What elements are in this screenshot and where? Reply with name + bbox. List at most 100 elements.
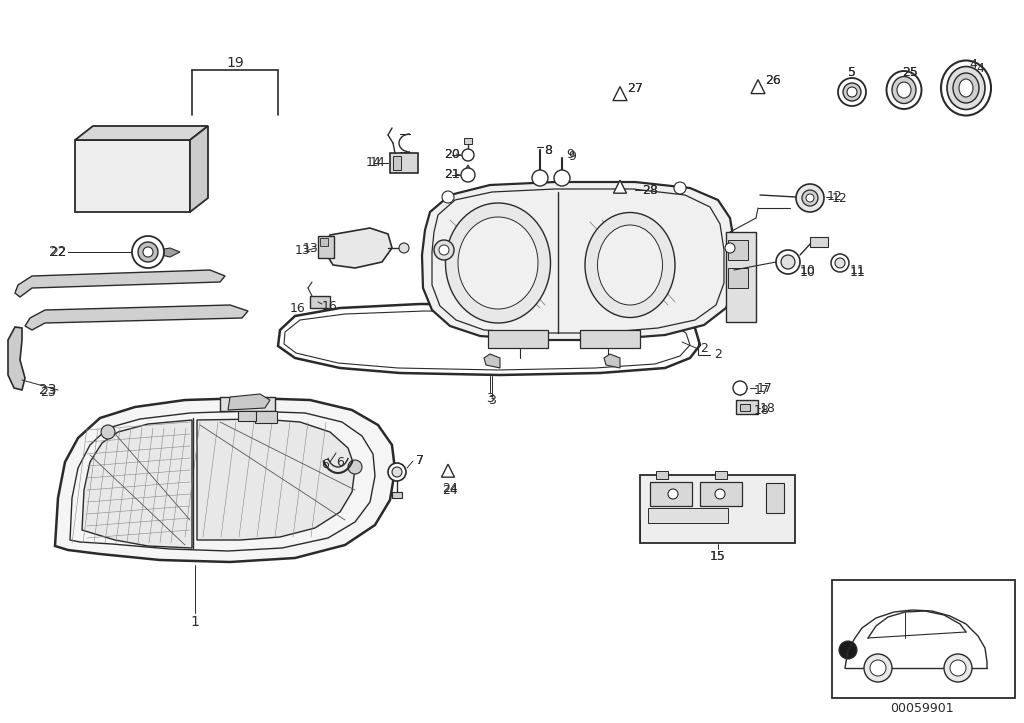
Text: 20: 20 — [444, 147, 460, 161]
Ellipse shape — [941, 61, 991, 116]
Text: 9: 9 — [568, 150, 575, 163]
Bar — [736, 400, 758, 414]
Polygon shape — [190, 126, 208, 212]
Bar — [318, 236, 334, 258]
Circle shape — [835, 258, 845, 268]
Text: 22: 22 — [50, 246, 66, 259]
Circle shape — [776, 250, 800, 274]
Bar — [393, 156, 401, 170]
Ellipse shape — [947, 67, 985, 109]
Text: 24: 24 — [442, 482, 458, 495]
Bar — [715, 471, 727, 479]
Bar — [700, 482, 742, 506]
Text: 20: 20 — [444, 148, 460, 161]
Ellipse shape — [892, 77, 916, 103]
Circle shape — [733, 381, 746, 395]
Text: 8: 8 — [544, 143, 552, 156]
Circle shape — [725, 243, 735, 253]
Ellipse shape — [585, 213, 675, 317]
Bar — [319, 238, 328, 246]
Ellipse shape — [843, 83, 861, 101]
Circle shape — [839, 641, 857, 659]
Polygon shape — [8, 327, 25, 390]
Polygon shape — [15, 270, 225, 297]
Text: 10: 10 — [800, 263, 816, 276]
Circle shape — [462, 149, 474, 161]
Polygon shape — [25, 305, 248, 330]
Text: 7: 7 — [416, 453, 424, 466]
Text: 15: 15 — [710, 549, 726, 562]
Text: 26: 26 — [765, 74, 781, 87]
Circle shape — [138, 242, 158, 262]
Circle shape — [434, 240, 454, 260]
Circle shape — [831, 254, 849, 272]
Text: 6: 6 — [336, 455, 344, 469]
Bar — [390, 153, 418, 173]
Bar — [464, 138, 472, 144]
Text: 28: 28 — [642, 184, 658, 197]
Text: 27: 27 — [627, 82, 643, 95]
Bar — [740, 404, 750, 411]
Text: 12: 12 — [827, 190, 843, 203]
Circle shape — [802, 190, 818, 206]
Text: 28: 28 — [642, 184, 658, 197]
Polygon shape — [55, 398, 395, 562]
Text: 16: 16 — [290, 301, 306, 315]
Circle shape — [674, 182, 686, 194]
Polygon shape — [197, 419, 355, 540]
Bar — [580, 330, 640, 348]
Bar — [728, 240, 748, 260]
Circle shape — [781, 255, 795, 269]
Circle shape — [870, 660, 886, 676]
Circle shape — [554, 170, 570, 186]
Polygon shape — [75, 140, 190, 212]
Circle shape — [143, 247, 153, 257]
Circle shape — [715, 489, 725, 499]
Text: 10: 10 — [800, 265, 816, 278]
Text: 1: 1 — [190, 615, 200, 629]
Text: 2: 2 — [700, 341, 708, 354]
Text: 21: 21 — [444, 168, 460, 181]
Text: 14: 14 — [370, 156, 386, 169]
Polygon shape — [422, 182, 735, 340]
Text: 12: 12 — [833, 192, 848, 205]
Polygon shape — [484, 354, 500, 368]
Text: 26: 26 — [765, 74, 781, 87]
Polygon shape — [441, 464, 455, 477]
Bar — [728, 268, 748, 288]
Circle shape — [132, 236, 164, 268]
Ellipse shape — [887, 71, 922, 109]
Circle shape — [950, 660, 966, 676]
Circle shape — [668, 489, 678, 499]
Text: 8: 8 — [544, 143, 552, 156]
Circle shape — [392, 467, 402, 477]
Ellipse shape — [458, 217, 538, 309]
Polygon shape — [604, 354, 620, 368]
Text: 22: 22 — [49, 245, 67, 259]
Circle shape — [864, 654, 892, 682]
Text: 17: 17 — [757, 382, 773, 395]
Text: 7: 7 — [416, 453, 424, 466]
Bar — [238, 411, 256, 421]
Bar — [726, 232, 756, 322]
Bar — [656, 471, 668, 479]
Ellipse shape — [445, 203, 551, 323]
Bar — [640, 475, 795, 543]
Polygon shape — [75, 126, 208, 140]
Circle shape — [532, 170, 548, 186]
Ellipse shape — [959, 79, 973, 97]
Text: 4: 4 — [969, 59, 977, 72]
Bar — [255, 411, 278, 423]
Polygon shape — [82, 420, 193, 548]
Text: 27: 27 — [627, 82, 643, 95]
Ellipse shape — [897, 82, 911, 98]
Text: 21: 21 — [444, 168, 460, 181]
Text: 11: 11 — [850, 265, 866, 278]
Text: 23: 23 — [39, 383, 56, 397]
Text: 11: 11 — [850, 263, 866, 276]
Circle shape — [461, 168, 475, 182]
Text: 4: 4 — [976, 61, 984, 74]
Text: 13: 13 — [294, 244, 310, 257]
Text: 19: 19 — [226, 56, 244, 70]
Text: 6: 6 — [322, 458, 329, 471]
